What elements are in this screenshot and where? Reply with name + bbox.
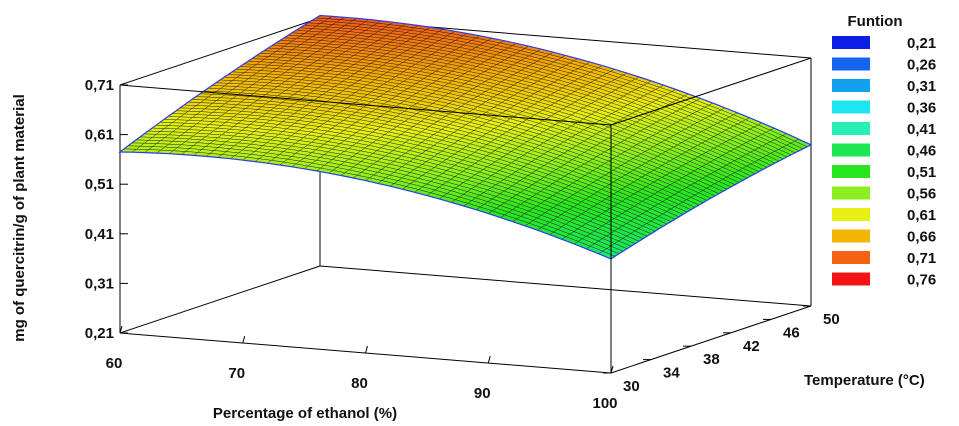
axes: mg of quercitrin/g of plant material Per… — [11, 77, 925, 422]
legend-swatch — [832, 79, 870, 92]
legend-swatch — [832, 165, 870, 178]
x-tick-label: 80 — [351, 375, 368, 392]
left-floor-edge — [119, 265, 321, 334]
surface-outline — [118, 14, 813, 260]
z-axis-title: mg of quercitrin/g of plant material — [11, 94, 28, 342]
legend-swatch — [832, 272, 870, 286]
back-bottom-edge — [319, 265, 812, 307]
left-top-edge — [119, 17, 321, 86]
z-tick-label: 0,41 — [85, 226, 114, 243]
legend-label: 0,71 — [907, 250, 936, 267]
y-tick-label: 38 — [703, 351, 720, 368]
legend: Funtion 0,21 0,26 0,31 0,36 0,41 0,46 0,51 0,56… — [832, 13, 936, 289]
front-top-edge — [119, 84, 612, 126]
y-tick-label: 50 — [823, 311, 840, 328]
legend-label: 0,46 — [907, 143, 936, 160]
legend-swatch — [832, 186, 870, 200]
legend-label: 0,31 — [907, 78, 936, 95]
legend-swatch — [832, 229, 870, 243]
right-floor-edge — [610, 305, 812, 374]
response-surface — [118, 14, 813, 260]
legend-label: 0,61 — [907, 207, 936, 224]
legend-label: 0,26 — [907, 57, 936, 74]
legend-label: 0,76 — [907, 272, 936, 289]
legend-swatch — [832, 100, 870, 114]
y-tick-label: 34 — [663, 365, 680, 382]
x-tick-label: 100 — [592, 395, 617, 412]
legend-label: 0,56 — [907, 186, 936, 203]
z-tick-label: 0,71 — [85, 77, 114, 94]
legend-label: 0,51 — [907, 164, 936, 181]
x-tick-mark — [610, 365, 614, 374]
x-axis-title: Percentage of ethanol (%) — [213, 405, 397, 422]
x-tick-label: 60 — [106, 355, 123, 372]
x-tick-label: 70 — [228, 365, 245, 382]
x-tick-mark — [487, 355, 491, 364]
y-tick-label: 42 — [743, 338, 760, 355]
legend-label: 0,41 — [907, 121, 936, 138]
legend-label: 0,66 — [907, 229, 936, 246]
z-tick-label: 0,31 — [85, 275, 114, 292]
x-tick-label: 90 — [474, 385, 491, 402]
z-tick-label: 0,61 — [85, 127, 114, 144]
x-tick-mark — [119, 325, 123, 334]
z-tick-label: 0,51 — [85, 176, 114, 193]
legend-swatch — [832, 122, 870, 135]
y-tick-label: 46 — [783, 324, 800, 341]
legend-swatch — [832, 208, 870, 221]
legend-label: 0,36 — [907, 100, 936, 117]
z-tick-label: 0,21 — [85, 325, 114, 342]
y-axis-title: Temperature (°C) — [804, 372, 925, 389]
legend-swatch — [832, 143, 870, 157]
legend-swatch — [832, 251, 870, 264]
x-tick-mark — [242, 335, 246, 344]
legend-label: 0,21 — [907, 35, 936, 52]
legend-title: Funtion — [848, 13, 903, 30]
legend-swatch — [832, 36, 870, 49]
x-tick-mark — [365, 345, 368, 354]
right-top-edge — [610, 57, 812, 126]
y-tick-label: 30 — [623, 378, 640, 395]
legend-swatch — [832, 57, 870, 71]
